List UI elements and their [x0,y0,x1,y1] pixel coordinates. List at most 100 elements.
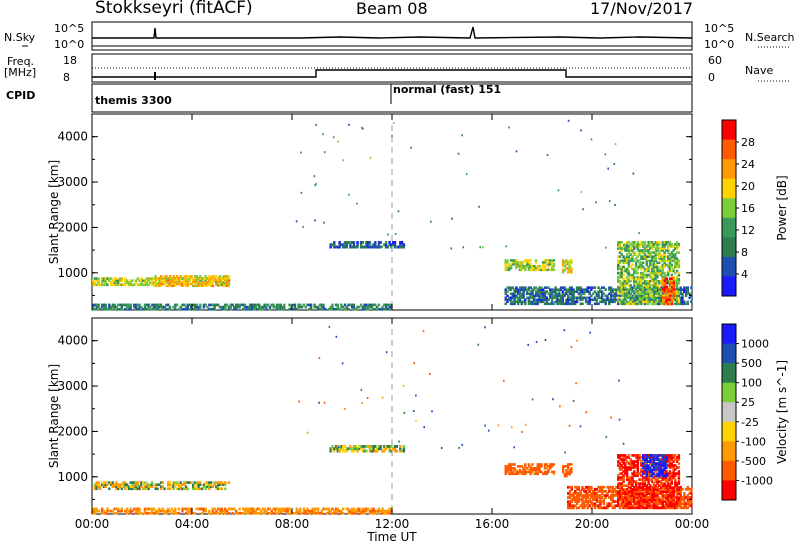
data-cell [204,507,207,511]
data-cell [668,462,672,465]
data-cell [402,243,406,247]
data-cell [518,286,522,289]
data-cell [622,454,625,457]
data-cell [279,507,282,511]
data-cell [667,480,670,483]
data-cell [562,268,565,272]
data-cell [225,284,229,287]
data-cell [670,277,674,280]
data-cell [190,303,193,307]
data-cell [195,284,198,287]
data-cell [643,498,647,502]
data-cell [522,470,525,474]
data-cell [383,307,386,311]
data-cell [136,507,139,511]
data-cell [645,476,648,479]
data-cell [650,500,654,504]
data-cell [681,302,684,306]
data-cell [611,294,614,298]
data-cell [147,303,150,307]
data-cell [366,397,369,399]
data-cell [672,496,675,500]
data-cell [311,511,314,515]
data-cell [617,502,620,506]
data-cell [129,509,132,513]
data-cell [675,265,679,269]
data-cell [124,277,127,280]
data-cell [356,449,359,453]
data-cell [136,307,139,311]
data-cell [159,305,163,309]
data-cell [315,123,317,126]
data-cell [649,456,652,459]
data-cell [508,286,511,289]
data-cell [133,483,136,486]
data-cell [249,307,252,311]
data-cell [679,290,682,293]
data-cell [150,303,154,307]
data-cell [599,494,602,497]
data-cell [275,303,279,307]
data-cell [381,396,384,399]
data-cell [361,241,364,244]
data-cell [672,289,676,293]
data-cell [670,472,673,475]
data-cell [299,305,302,309]
data-cell [662,287,665,291]
data-cell [668,494,672,497]
data-cell [672,283,676,287]
data-cell [624,490,627,493]
data-cell [581,496,584,499]
data-cell [649,506,652,510]
data-cell [515,470,518,474]
data-cell [581,298,584,302]
data-cell [534,261,538,264]
data-cell [647,470,650,473]
data-cell [383,445,386,448]
data-cell [654,476,657,479]
data-cell [622,296,625,299]
data-cell [377,511,381,515]
data-cell [640,506,643,510]
data-cell [224,282,227,286]
data-cell [220,281,223,284]
data-cell [629,468,632,471]
data-cell [634,245,638,248]
data-cell [620,466,623,469]
data-cell [592,292,595,296]
data-cell [642,454,645,457]
data-cell [645,492,648,495]
data-cell [568,290,572,293]
data-cell [674,454,677,457]
data-cell [508,288,511,291]
data-cell [633,271,636,275]
data-cell [503,379,505,382]
data-cell [279,303,282,307]
data-cell [168,481,172,484]
data-cell [272,507,275,511]
data-cell [93,307,97,311]
data-cell [377,507,381,511]
data-cell [625,468,629,471]
data-cell [658,496,661,500]
data-cell [349,447,352,451]
data-cell [627,259,631,263]
data-cell [649,275,652,279]
data-cell [656,292,659,295]
colorbar-tick-label: -500 [741,455,766,468]
data-cell [640,504,643,508]
data-cell [656,482,659,485]
data-cell [606,492,609,495]
data-cell [620,502,623,506]
data-cell [656,462,659,466]
data-cell [649,500,652,504]
data-cell [509,300,513,304]
data-cell [679,292,682,296]
data-cell [662,277,665,280]
data-cell [204,485,207,488]
data-cell [665,285,668,289]
data-cell [422,330,425,333]
data-cell [361,509,364,513]
data-cell [93,277,97,280]
freq-unit: [MHz] [4,66,37,79]
